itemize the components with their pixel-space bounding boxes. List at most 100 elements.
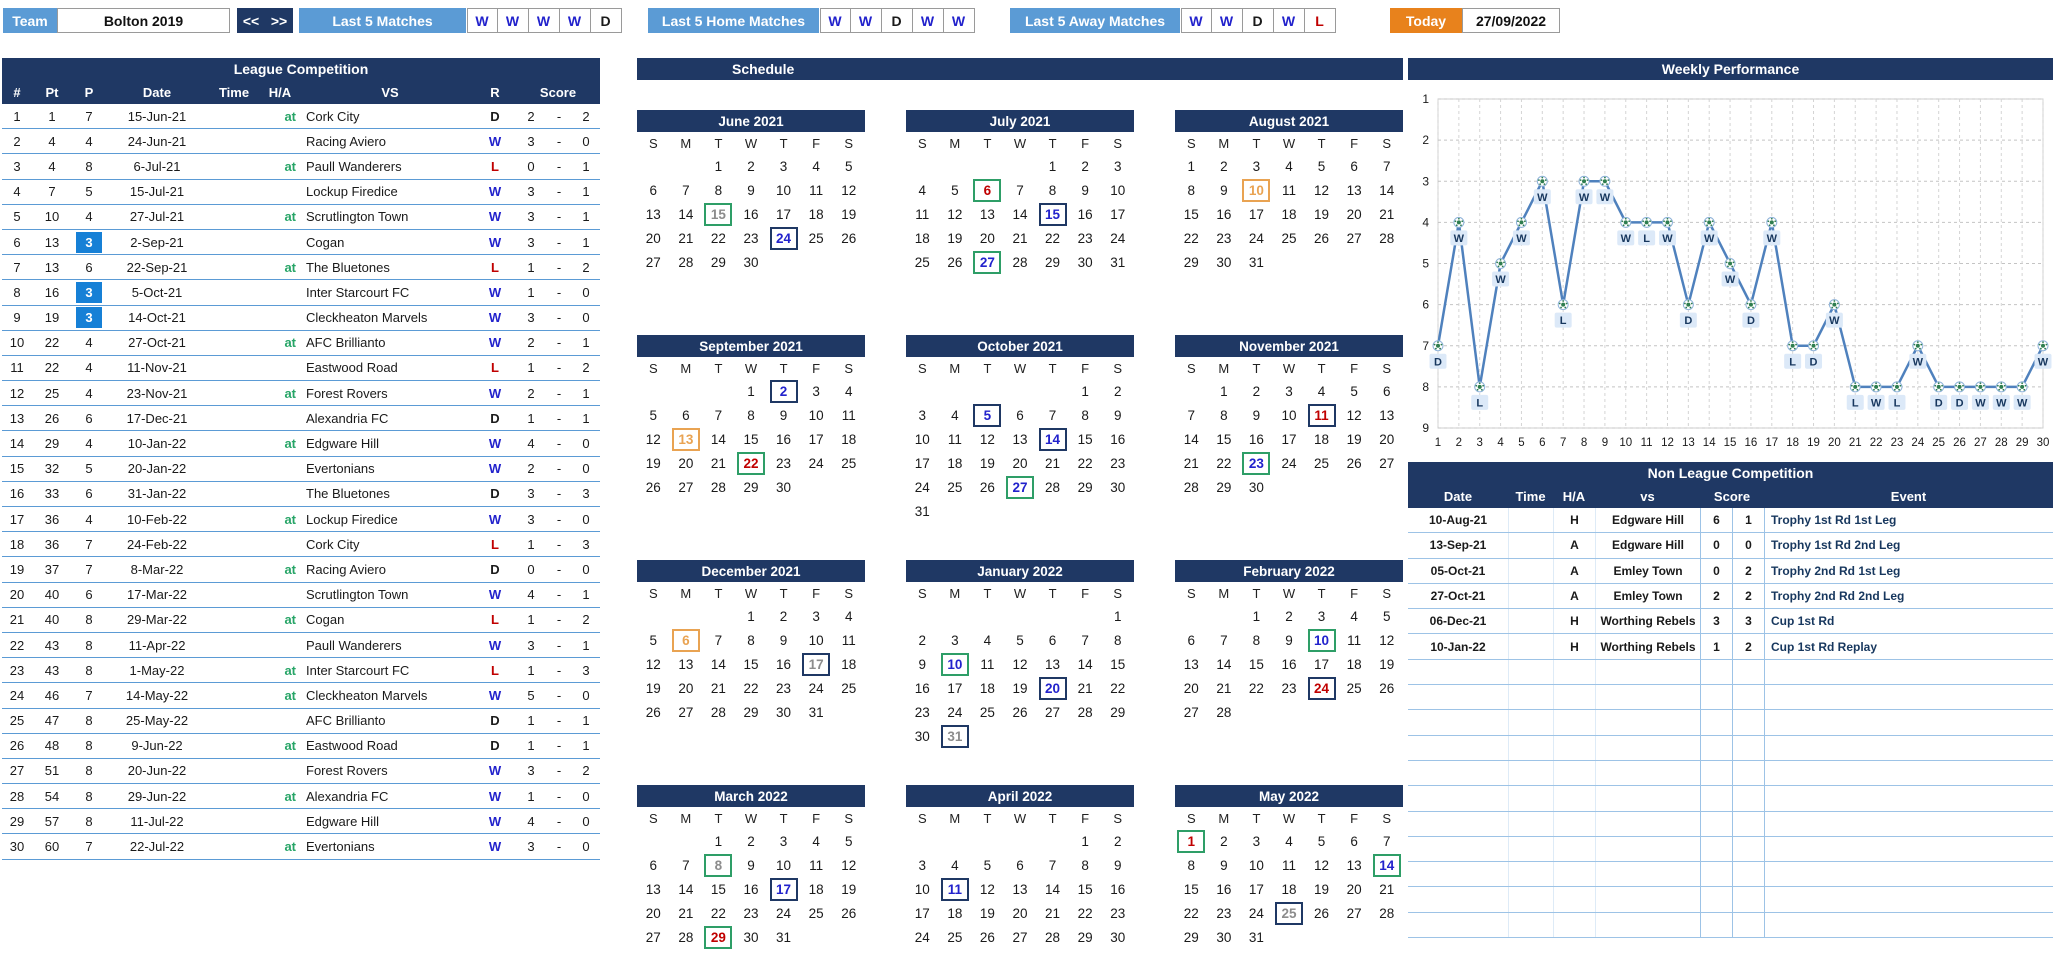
calendar-day bbox=[1370, 925, 1403, 949]
calendar-day: 26 bbox=[979, 479, 995, 495]
calendar-day bbox=[832, 475, 865, 499]
non-league-match-row: 06-Dec-21 H Worthing Rebels 3 3 Cup 1st Rd bbox=[1408, 609, 2053, 635]
calendar-day: 30 bbox=[743, 929, 759, 945]
calendar-day: 18 bbox=[947, 905, 963, 921]
calendar-day bbox=[1036, 829, 1069, 853]
calendar-day: 8 bbox=[702, 853, 735, 877]
svg-text:11: 11 bbox=[1641, 437, 1653, 449]
calendar-day: 8 bbox=[1187, 857, 1196, 873]
calendar-day: 11 bbox=[980, 656, 995, 672]
calendar-day: 13 bbox=[1346, 857, 1362, 873]
calendar-day: 28 bbox=[1379, 905, 1395, 921]
calendar-day: 31 bbox=[939, 724, 972, 748]
calendar-day: 17 bbox=[1110, 206, 1126, 222]
calendar-day: 24 bbox=[1248, 905, 1264, 921]
svg-text:22: 22 bbox=[1870, 437, 1883, 449]
calendar-day: 19 bbox=[645, 455, 661, 471]
calendar-day: 11 bbox=[1281, 182, 1296, 198]
calendar-day: 23 bbox=[776, 680, 792, 696]
calendar-day: 16 bbox=[1077, 206, 1093, 222]
calendar-day bbox=[1370, 700, 1403, 724]
calendar-month: May 2022 S M T W T F S 1 2 3 4 5 6 7 8 9 10 11 12 13 14 15 16 17… bbox=[1175, 785, 1403, 949]
calendar-day bbox=[1273, 700, 1306, 724]
league-match-row: 19 37 7 8-Mar-22 at Racing Aviero D 0-0 bbox=[2, 557, 600, 583]
prev-team-button[interactable]: << bbox=[237, 8, 265, 33]
calendar-day bbox=[1101, 499, 1134, 523]
calendar-day: 30 bbox=[1216, 254, 1232, 270]
calendar-day: 25 bbox=[947, 479, 963, 495]
calendar-day: 20 bbox=[645, 230, 661, 246]
non-league-empty-row bbox=[1408, 887, 2053, 913]
non-league-empty-row bbox=[1408, 811, 2053, 837]
match-day-marker: 23 bbox=[1242, 451, 1271, 475]
calendar-day: 8 bbox=[1081, 407, 1089, 423]
calendar-day bbox=[1273, 475, 1306, 499]
calendar-day: 6 bbox=[1350, 833, 1358, 849]
calendar-day: 9 bbox=[1220, 182, 1228, 198]
calendar-day bbox=[1004, 724, 1037, 748]
calendar-day: 3 bbox=[1252, 158, 1261, 174]
calendar-day bbox=[1004, 829, 1037, 853]
calendar-day bbox=[971, 724, 1004, 748]
calendar-day: 21 bbox=[710, 680, 726, 696]
svg-text:W: W bbox=[1516, 233, 1527, 245]
calendar-day: 5 bbox=[951, 182, 959, 198]
league-match-row: 16 33 6 31-Jan-22 The Bluetones D 3-3 bbox=[2, 481, 600, 507]
non-league-match-row: 10-Jan-22 H Worthing Rebels 1 2 Cup 1st Rd Re… bbox=[1408, 634, 2053, 660]
svg-text:D: D bbox=[1747, 315, 1755, 327]
calendar-day: 24 bbox=[914, 479, 930, 495]
calendar-day: 19 bbox=[1314, 206, 1330, 222]
calendar-day bbox=[670, 379, 703, 403]
calendar-day: 29 bbox=[743, 479, 759, 495]
calendar-day: 15 bbox=[710, 881, 726, 897]
calendar-day: 31 bbox=[1248, 929, 1264, 945]
calendar-day bbox=[800, 250, 833, 274]
calendar-day: 13 bbox=[1045, 656, 1061, 672]
calendar-day: 29 bbox=[1110, 704, 1126, 720]
calendar-day: 11 bbox=[1305, 403, 1338, 427]
calendar-day: 6 bbox=[1187, 632, 1196, 648]
calendar-day bbox=[1101, 724, 1134, 748]
calendar-day: 9 bbox=[747, 857, 755, 873]
calendar-day: 16 bbox=[743, 881, 759, 897]
calendar-day: 9 bbox=[1220, 857, 1228, 873]
calendar-day: 30 bbox=[1248, 479, 1264, 495]
calendar-day: 18 bbox=[841, 431, 857, 447]
calendar-day: 22 bbox=[1077, 905, 1093, 921]
svg-text:W: W bbox=[1621, 233, 1632, 245]
calendar-month: December 2021 S M T W T F S 1 2 3 4 5 6 7 8 9 10 11 12 13 14 1… bbox=[637, 560, 865, 724]
calendar-day: 20 bbox=[1346, 881, 1362, 897]
calendar-day: 22 bbox=[710, 905, 726, 921]
calendar-day bbox=[800, 475, 833, 499]
next-team-button[interactable]: >> bbox=[265, 8, 293, 33]
calendar-day: 16 bbox=[1216, 881, 1232, 897]
calendar-day: 4 bbox=[1350, 608, 1358, 624]
team-selector[interactable]: Bolton 2019 bbox=[57, 8, 230, 33]
calendar-day bbox=[1240, 700, 1273, 724]
non-league-match-row: 05-Oct-21 A Emley Town 0 2 Trophy 2nd Rd 1st … bbox=[1408, 558, 2053, 584]
non-league-panel: Non League Competition Date Time H/A vs … bbox=[1408, 462, 2053, 939]
calendar-day: 5 bbox=[1317, 833, 1326, 849]
calendar-day bbox=[1036, 604, 1069, 628]
calendar-day: 3 bbox=[918, 407, 927, 423]
result-badge: W bbox=[466, 8, 498, 33]
calendar-day: 11 bbox=[915, 206, 930, 222]
calendar-day bbox=[832, 925, 865, 949]
calendar-day: 10 bbox=[776, 182, 792, 198]
calendar-day: 8 bbox=[747, 632, 755, 648]
calendar-day: 1 bbox=[1175, 829, 1208, 853]
calendar-day: 21 bbox=[1379, 881, 1395, 897]
calendar-day: 11 bbox=[841, 632, 856, 648]
calendar-day: 24 bbox=[1281, 455, 1297, 471]
calendar-day bbox=[637, 829, 670, 853]
calendar-day: 19 bbox=[947, 230, 963, 246]
calendar-day bbox=[1305, 250, 1338, 274]
calendar-day: 24 bbox=[808, 455, 824, 471]
weekly-performance-title: Weekly Performance bbox=[1408, 58, 2053, 80]
calendar-day: 12 bbox=[645, 656, 661, 672]
calendar-day: 16 bbox=[776, 431, 792, 447]
calendar-day: 19 bbox=[841, 881, 857, 897]
calendar-day: 13 bbox=[645, 881, 661, 897]
non-league-rows: 10-Aug-21 H Edgware Hill 6 1 Trophy 1st Rd 1s… bbox=[1408, 508, 2053, 939]
